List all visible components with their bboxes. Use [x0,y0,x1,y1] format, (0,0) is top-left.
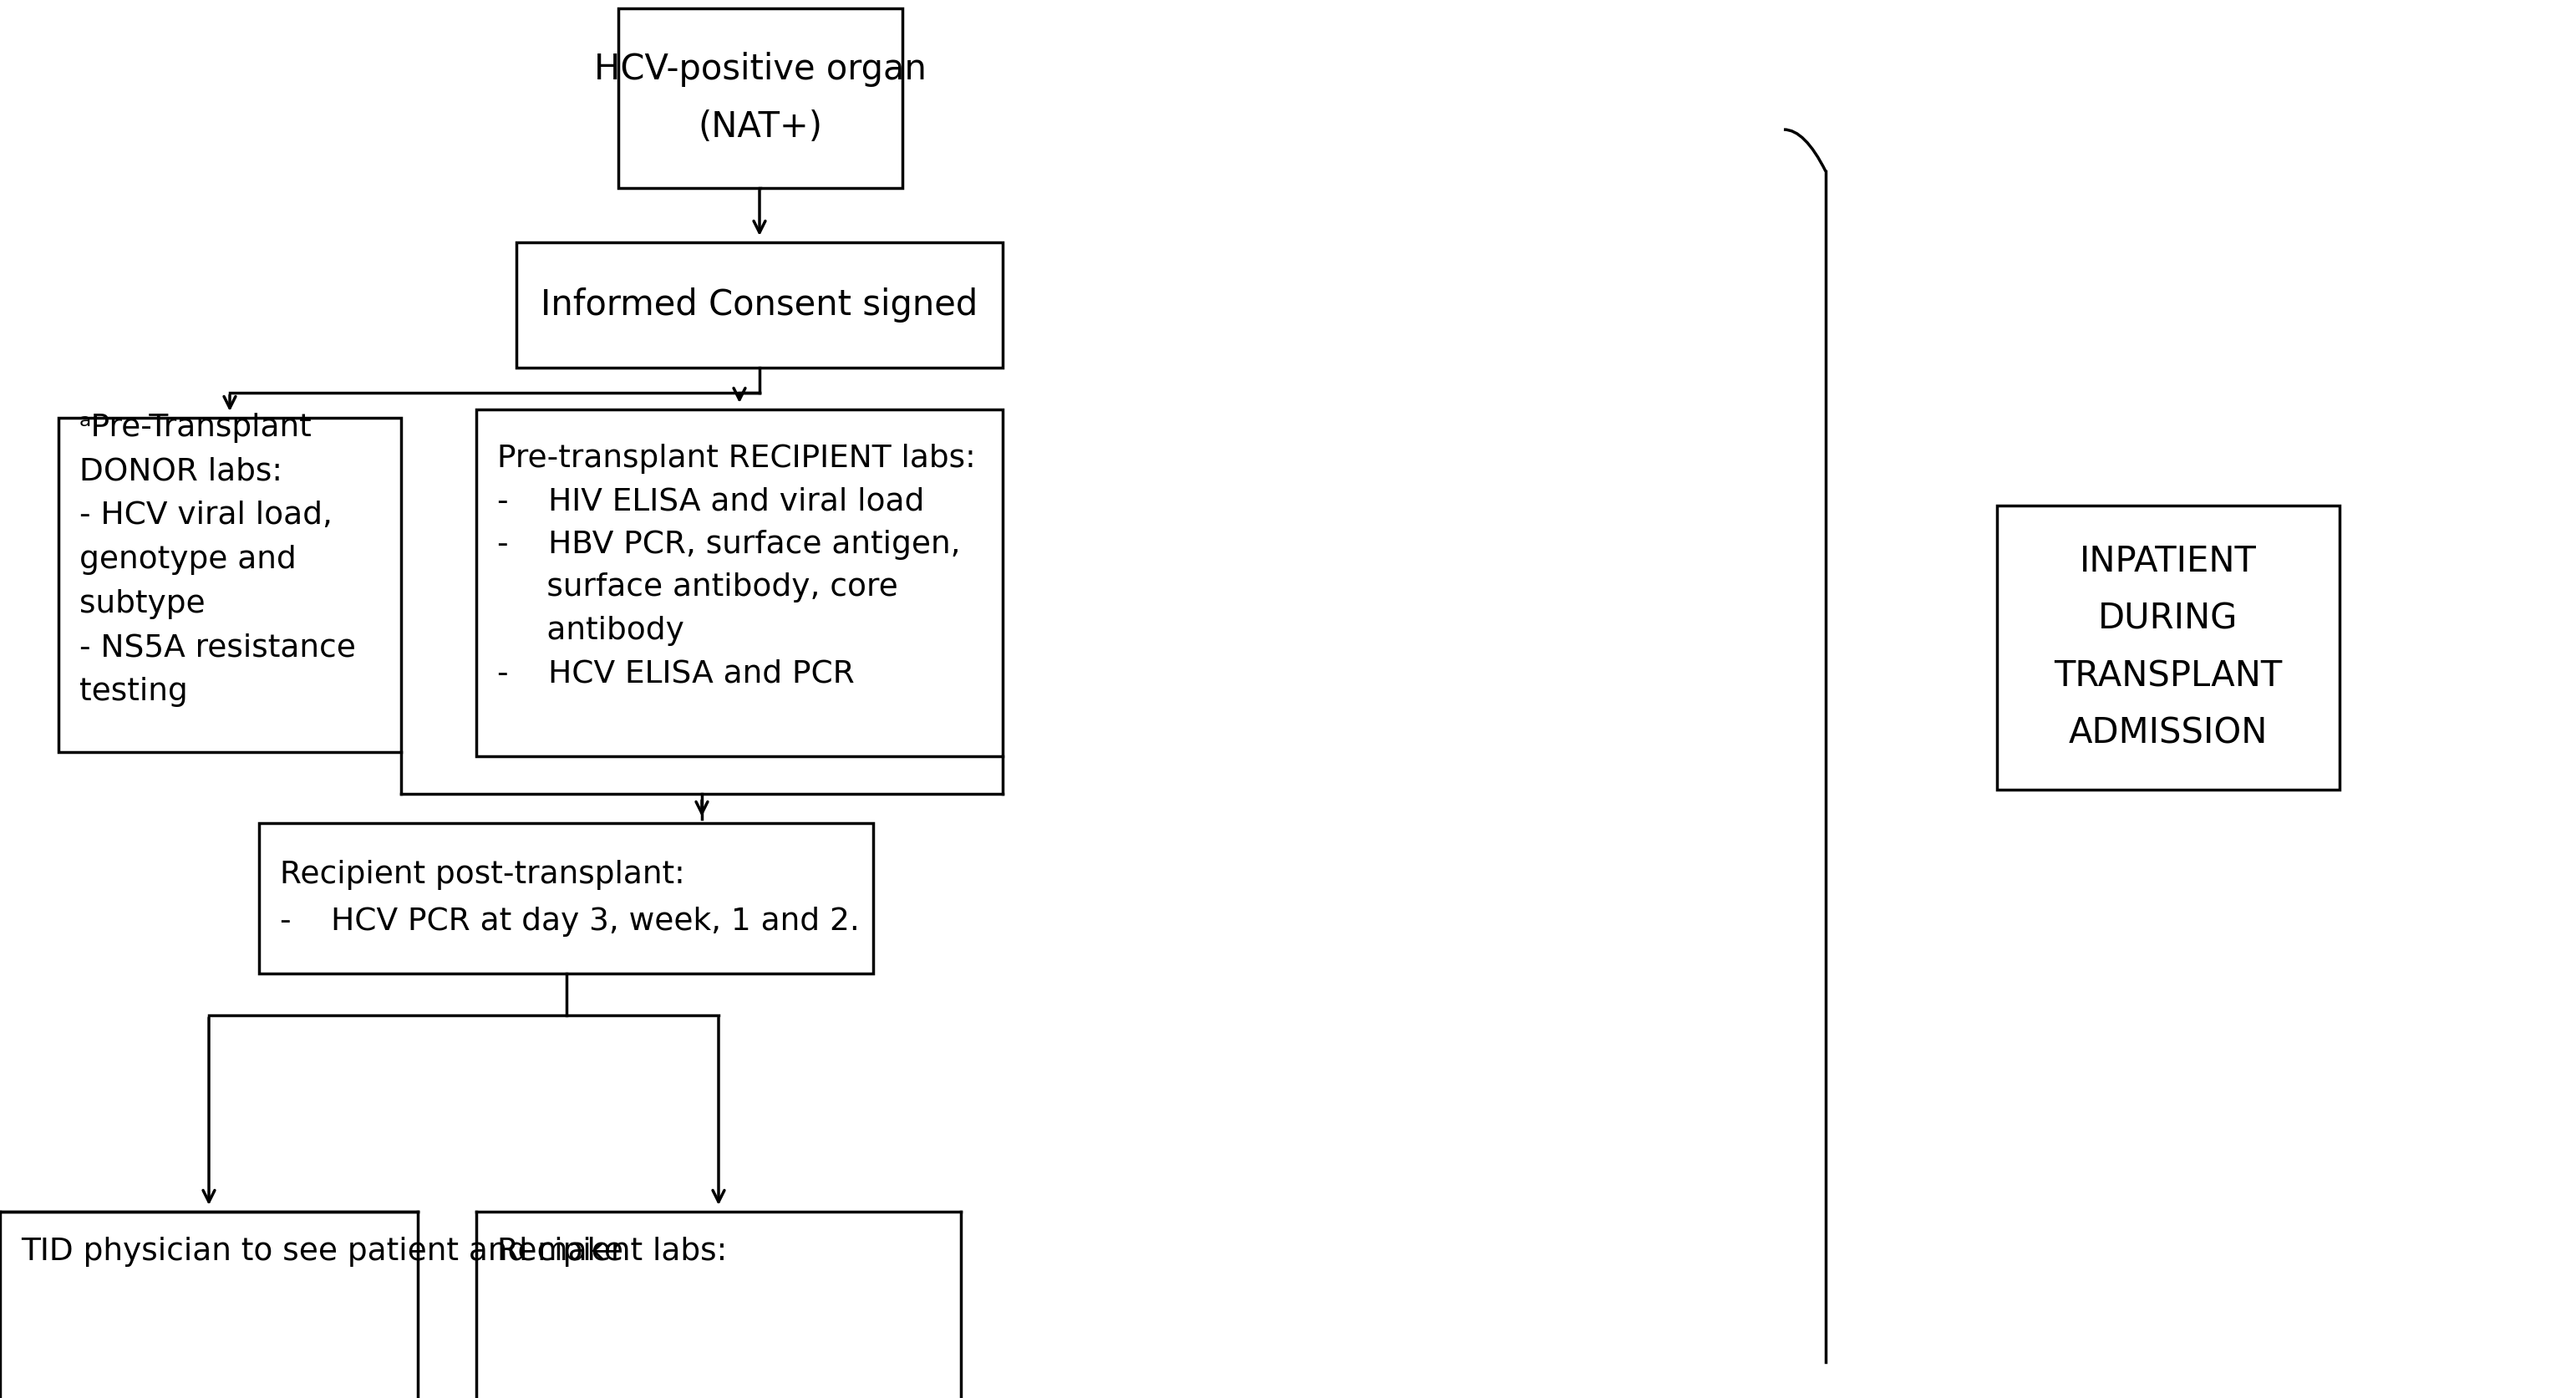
Text: ᵃPre-Transplant
DONOR labs:
- HCV viral load,
genotype and
subtype
- NS5A resist: ᵃPre-Transplant DONOR labs: - HCV viral … [80,412,355,707]
Bar [477,410,1002,756]
Bar [618,8,902,187]
Text: Recipient labs:: Recipient labs: [497,1237,726,1267]
Text: Pre-transplant RECIPIENT labs:
-    HIV ELISA and viral load
-    HBV PCR, surfa: Pre-transplant RECIPIENT labs: - HIV ELI… [497,443,976,689]
Bar [59,418,402,752]
Text: HCV-positive organ
(NAT+): HCV-positive organ (NAT+) [595,52,927,144]
Text: Informed Consent signed: Informed Consent signed [541,288,979,323]
Bar [515,242,1002,368]
Text: TID physician to see patient and make: TID physician to see patient and make [21,1237,623,1267]
Text: Recipient post-transplant:
-    HCV PCR at day 3, week, 1 and 2.: Recipient post-transplant: - HCV PCR at … [281,860,860,937]
Bar [260,823,873,973]
Text: INPATIENT
DURING
TRANSPLANT
ADMISSION: INPATIENT DURING TRANSPLANT ADMISSION [2053,544,2282,751]
Bar [1996,506,2339,790]
